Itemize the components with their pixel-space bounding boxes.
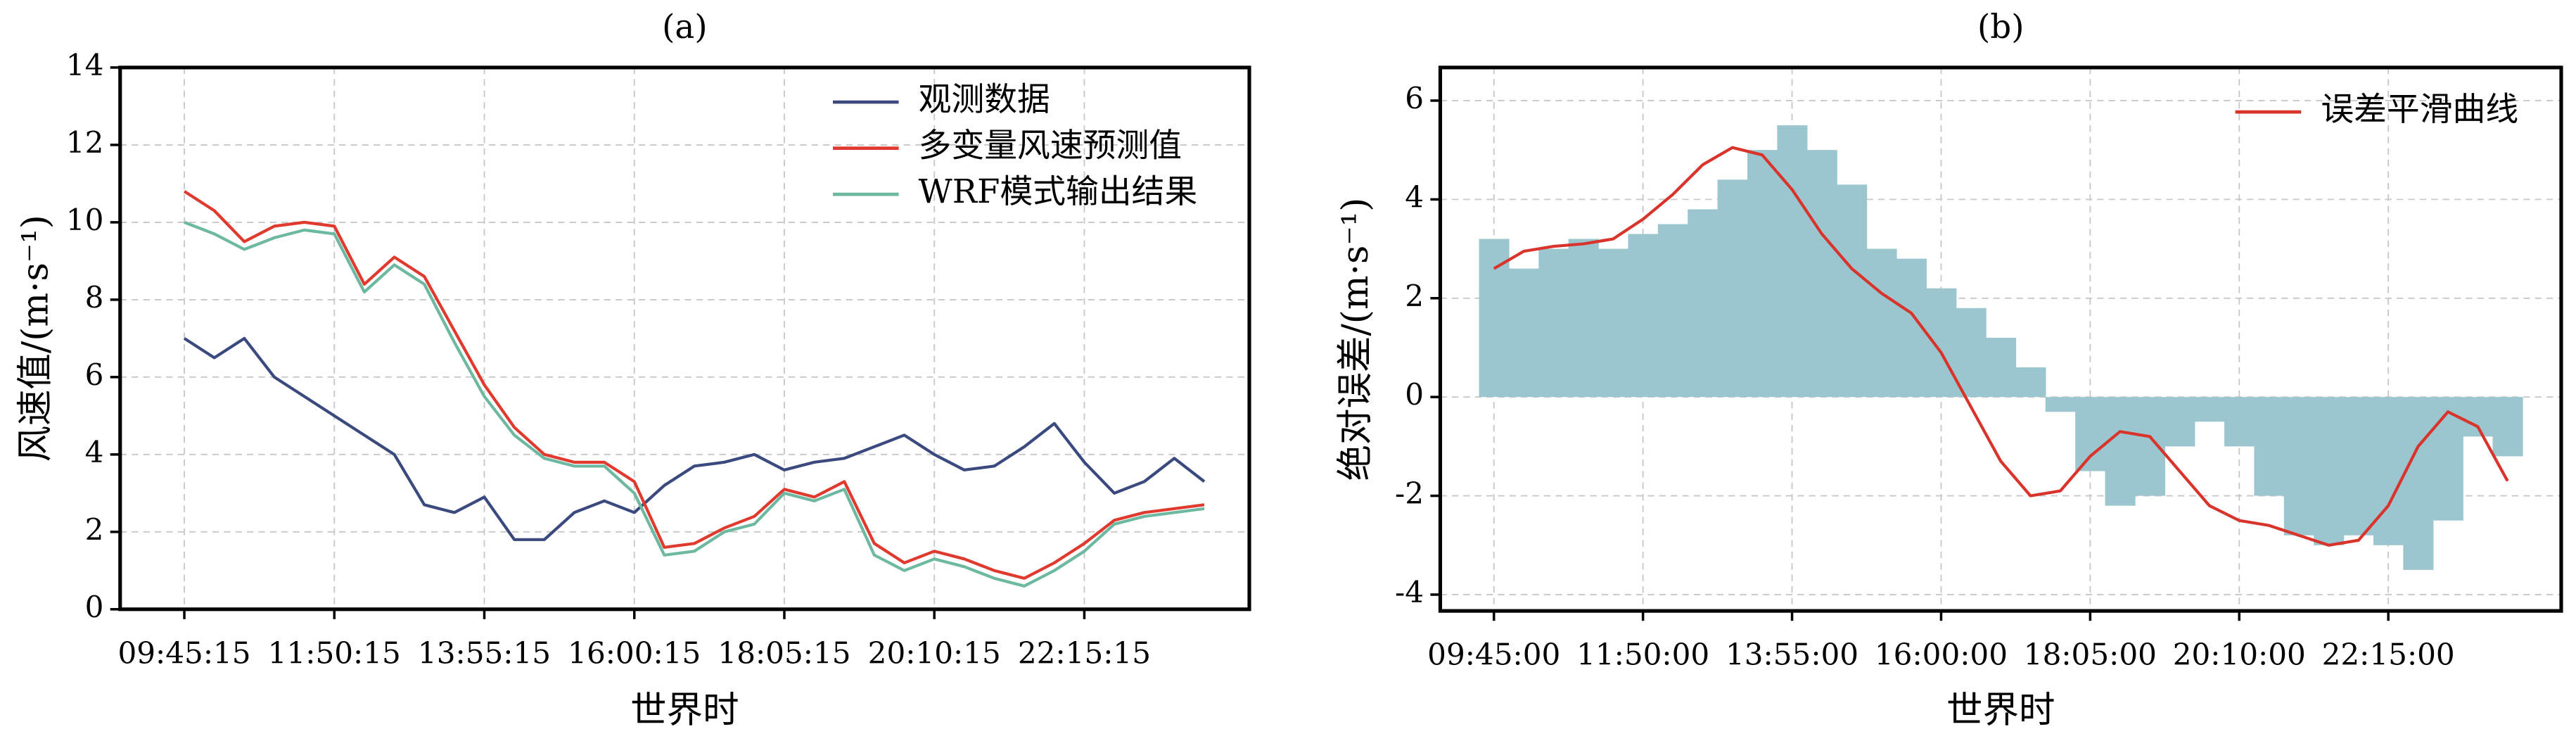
y-tick-label: 0 <box>85 590 104 624</box>
x-tick-label: 09:45:00 <box>1427 638 1560 672</box>
y-tick-label: 8 <box>85 280 104 315</box>
chart-title: (b) <box>1977 8 2024 46</box>
x-tick-label: 22:15:00 <box>2322 638 2455 672</box>
bar <box>2343 397 2374 536</box>
x-tick-label: 18:05:15 <box>718 635 850 670</box>
y-tick-label: 2 <box>1405 279 1424 313</box>
line-series <box>183 336 1206 541</box>
y-tick-label: 4 <box>1405 179 1424 214</box>
bar <box>1688 209 1719 398</box>
bar <box>2463 397 2494 437</box>
legend-label: WRF模式输出结果 <box>919 173 1198 211</box>
bar <box>1956 308 1987 398</box>
line-series <box>184 220 1205 588</box>
bar <box>2492 397 2523 457</box>
x-tick-label: 09:45:15 <box>117 635 250 670</box>
legend-label: 多变量风速预测值 <box>919 127 1182 165</box>
bar <box>1866 248 1897 398</box>
x-axis-label: 世界时 <box>630 690 739 732</box>
y-tick-label: -4 <box>1395 575 1424 609</box>
x-tick-label: 13:55:15 <box>418 635 551 670</box>
bar <box>1598 248 1629 398</box>
y-tick-label: 12 <box>66 125 104 160</box>
x-tick-label: 11:50:15 <box>268 635 401 670</box>
line-series <box>1493 146 2509 547</box>
x-tick-label: 22:15:15 <box>1018 635 1151 670</box>
bar <box>2194 397 2225 422</box>
bar <box>1657 224 1688 398</box>
x-tick-label: 20:10:00 <box>2173 638 2306 672</box>
bar <box>1986 337 2017 398</box>
bar <box>2045 397 2076 412</box>
bar <box>2432 397 2463 521</box>
legend-label: 观测数据 <box>919 81 1050 119</box>
y-tick-label: 2 <box>85 512 104 547</box>
bar <box>2314 397 2345 545</box>
bar <box>1806 150 1837 398</box>
bar <box>2254 397 2285 496</box>
y-tick-label: 6 <box>85 357 104 392</box>
bar <box>1777 125 1808 398</box>
plot-frame <box>1438 65 2563 613</box>
bar <box>2403 397 2434 570</box>
bar <box>2105 397 2136 506</box>
x-tick-label: 20:10:15 <box>868 635 1001 670</box>
bar <box>1479 239 1510 398</box>
x-axis-label: 世界时 <box>1946 690 2055 732</box>
bar <box>1747 150 1778 398</box>
bar <box>1538 248 1569 398</box>
bar <box>2075 397 2106 471</box>
x-tick-label: 16:00:00 <box>1875 638 2008 672</box>
bar <box>2224 397 2255 447</box>
x-tick-label: 11:50:00 <box>1576 638 1709 672</box>
bar <box>2283 397 2314 536</box>
bar <box>1926 288 1957 398</box>
x-tick-label: 18:05:00 <box>2024 638 2157 672</box>
y-tick-label: 14 <box>66 48 104 82</box>
x-tick-label: 16:00:15 <box>568 635 701 670</box>
chart-title: (a) <box>662 8 707 46</box>
line-series <box>183 190 1205 580</box>
y-axis-label: 绝对误差/(m·s⁻¹) <box>1334 198 1377 481</box>
legend-label: 误差平滑曲线 <box>2321 91 2518 129</box>
bar <box>1628 234 1659 398</box>
bar <box>2015 367 2046 398</box>
y-tick-label: 0 <box>1405 377 1424 412</box>
bar <box>1717 179 1748 398</box>
y-tick-label: 10 <box>66 203 104 237</box>
bar <box>1508 268 1540 398</box>
bar <box>2134 397 2166 496</box>
y-tick-label: 6 <box>1405 81 1424 115</box>
y-tick-label: 4 <box>85 435 104 469</box>
bar <box>1837 184 1868 398</box>
y-tick-label: -2 <box>1395 476 1424 511</box>
plot-frame <box>118 65 1251 612</box>
bar <box>2164 397 2195 447</box>
bar <box>1568 239 1599 398</box>
x-tick-label: 13:55:00 <box>1726 638 1858 672</box>
y-axis-label: 风速值/(m·s⁻¹) <box>14 215 56 462</box>
bar <box>2373 397 2404 545</box>
